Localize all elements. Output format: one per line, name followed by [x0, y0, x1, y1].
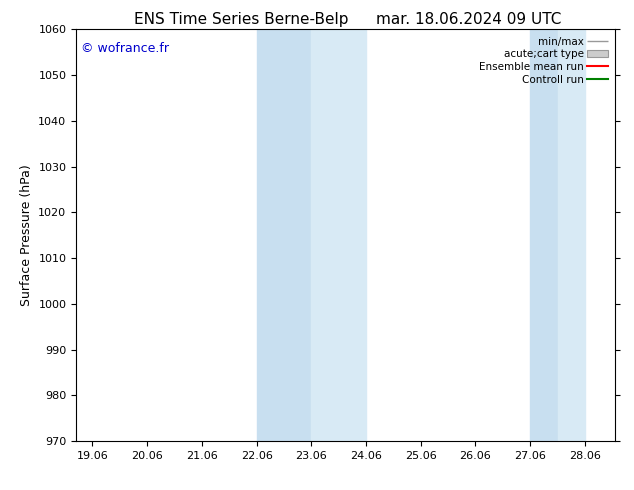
Legend: min/max, acute;cart type, Ensemble mean run, Controll run: min/max, acute;cart type, Ensemble mean …: [477, 35, 610, 87]
Text: ENS Time Series Berne-Belp: ENS Time Series Berne-Belp: [134, 12, 348, 27]
Bar: [557, 29, 585, 441]
Y-axis label: Surface Pressure (hPa): Surface Pressure (hPa): [20, 164, 33, 306]
Bar: [257, 29, 311, 441]
Bar: [530, 29, 557, 441]
Text: mar. 18.06.2024 09 UTC: mar. 18.06.2024 09 UTC: [377, 12, 562, 27]
Text: © wofrance.fr: © wofrance.fr: [81, 42, 169, 55]
Bar: [311, 29, 366, 441]
